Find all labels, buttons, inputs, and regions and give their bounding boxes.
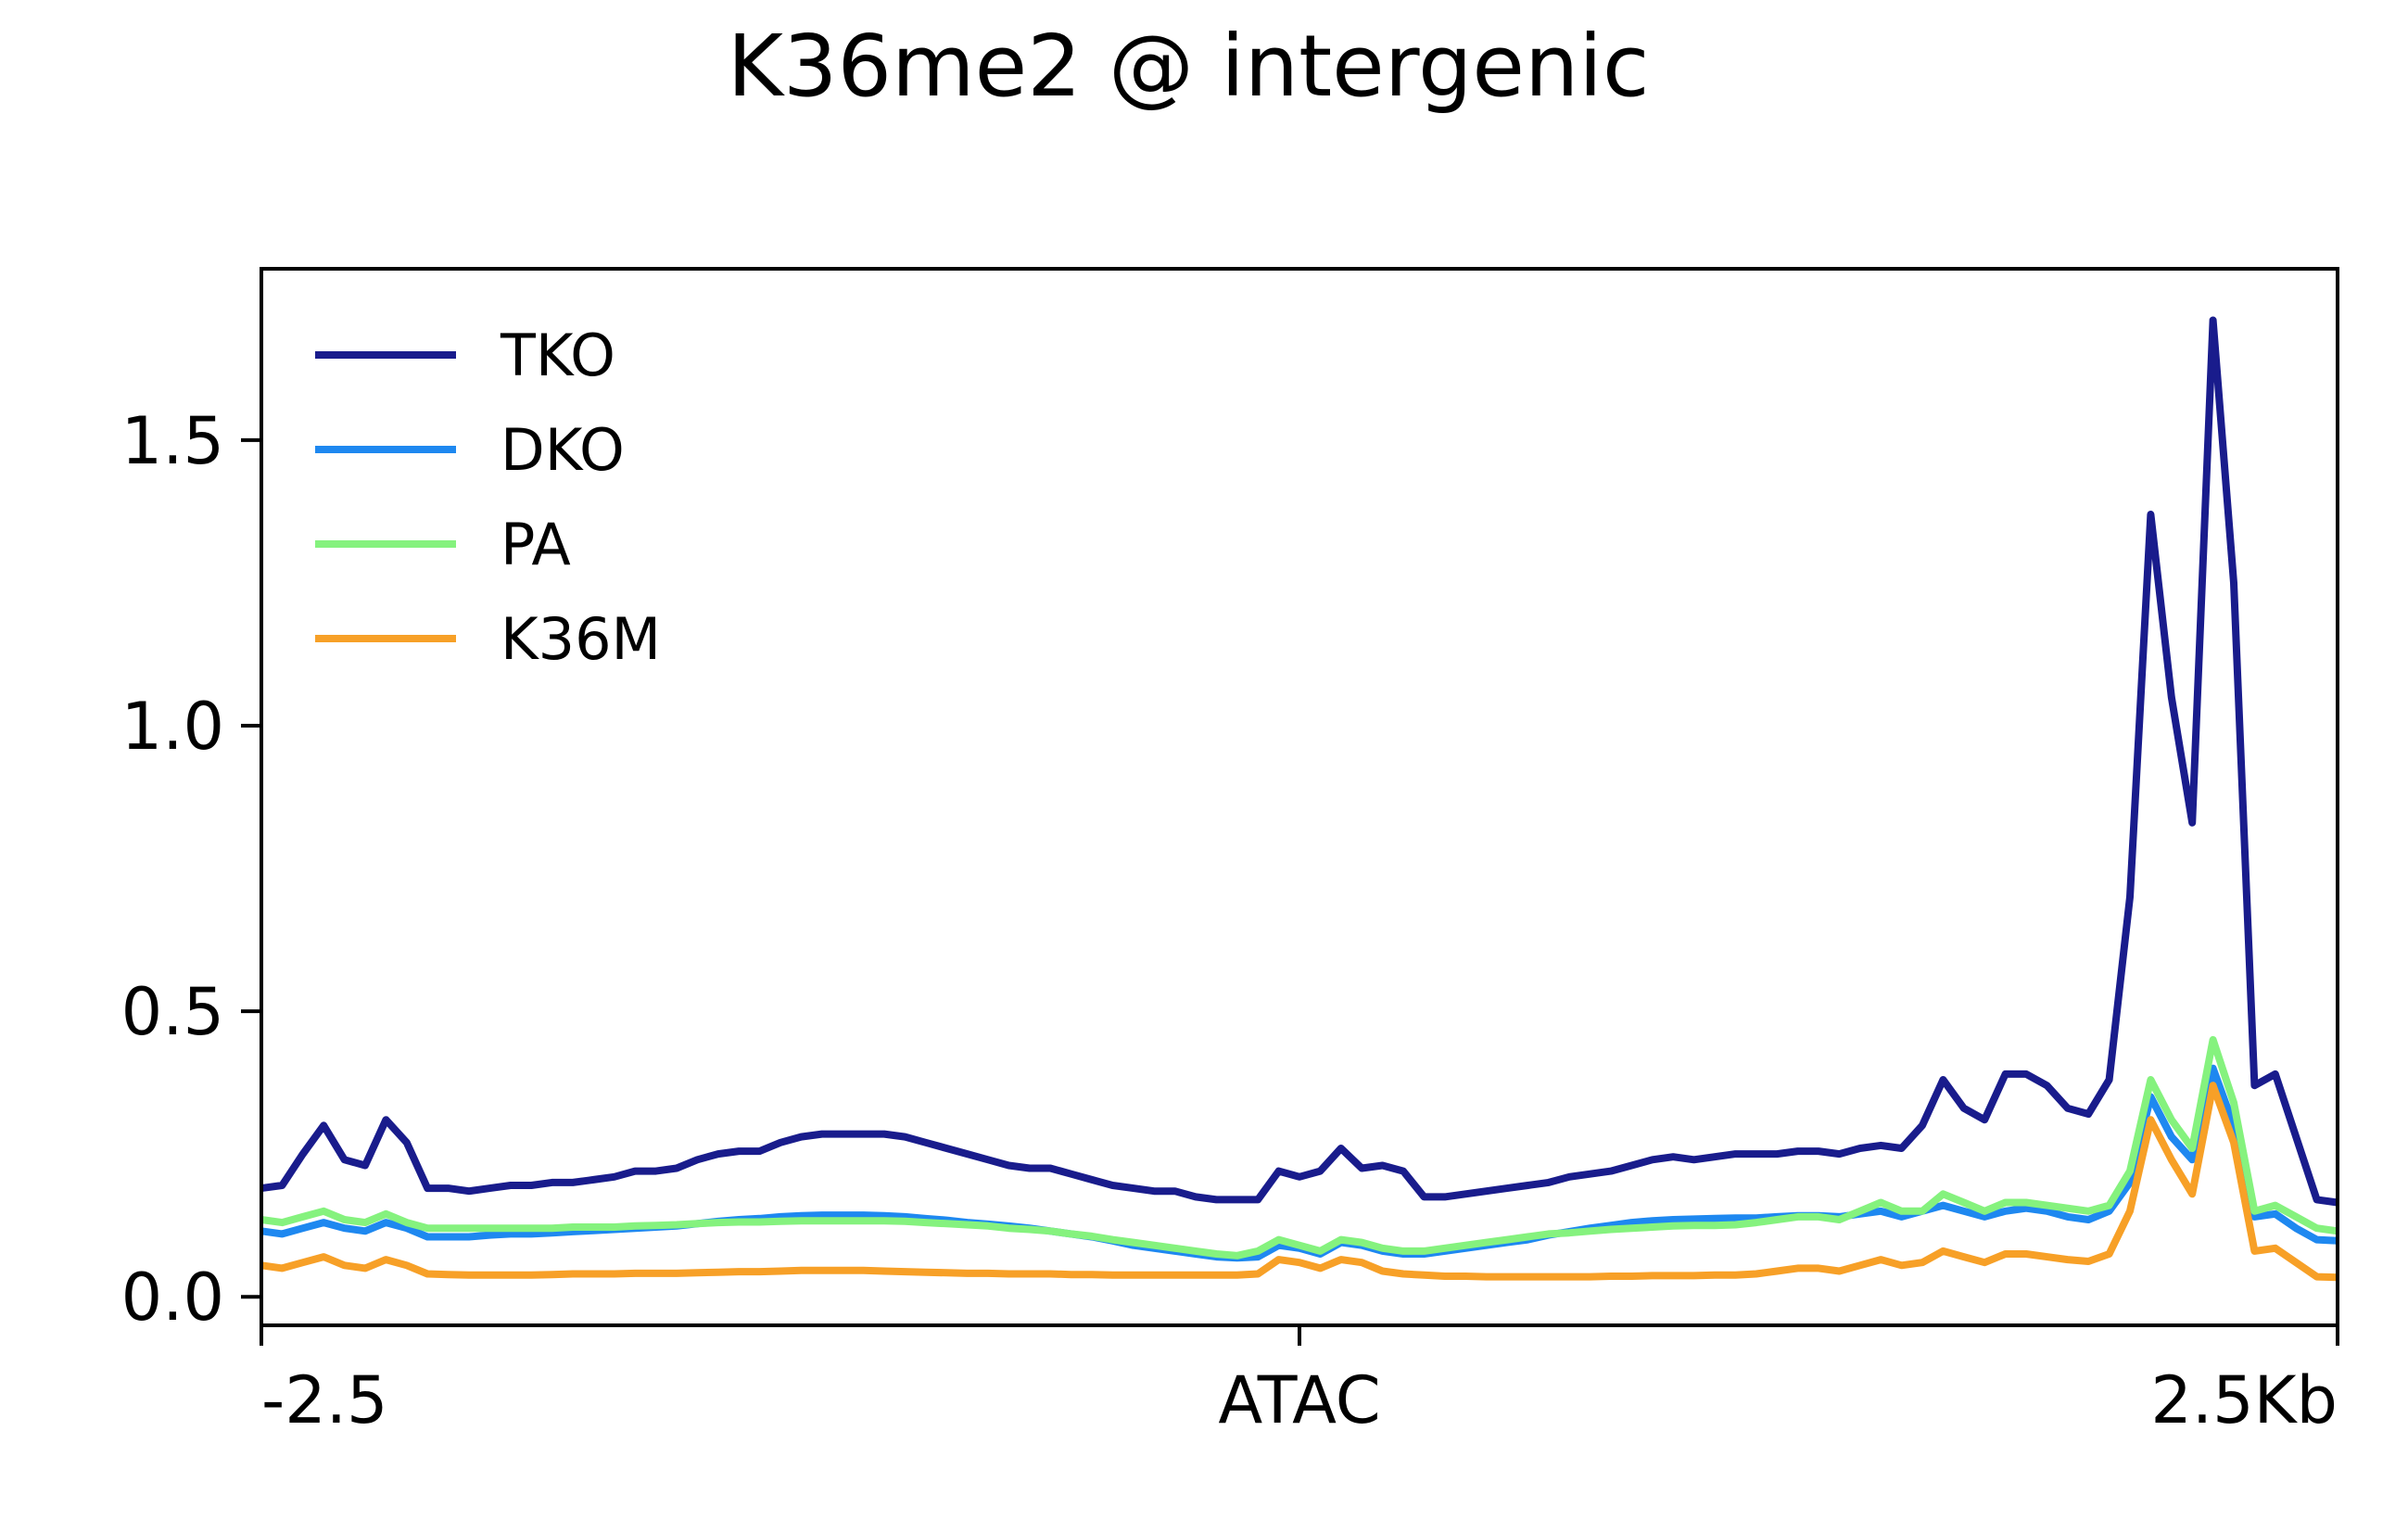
x-tick-label: 2.5Kb	[2150, 1362, 2338, 1438]
series-line-pa	[260, 1035, 2338, 1260]
legend: TKO DKO PA K36M	[315, 322, 661, 673]
series-layer	[260, 316, 2338, 1282]
y-tick-label: 1.5	[121, 403, 224, 479]
y-axis: 0.0 0.5 1.0 1.5	[121, 403, 261, 1336]
series-line-k36m	[260, 1082, 2338, 1282]
legend-label-pa: PA	[501, 511, 571, 578]
x-tick-label: ATAC	[1218, 1362, 1380, 1438]
legend-label-dko: DKO	[501, 416, 625, 484]
legend-label-k36m: K36M	[501, 605, 661, 673]
legend-label-tko: TKO	[500, 322, 615, 389]
y-tick-label: 0.5	[121, 974, 224, 1050]
x-tick-label: -2.5	[261, 1362, 388, 1438]
series-line-tko	[260, 316, 2338, 1207]
y-tick-label: 1.0	[121, 689, 224, 765]
chart-title: K36me2 @ intergenic	[728, 17, 1650, 116]
x-axis: -2.5 ATAC 2.5Kb	[260, 1325, 2339, 1438]
y-tick-label: 0.0	[121, 1260, 224, 1336]
